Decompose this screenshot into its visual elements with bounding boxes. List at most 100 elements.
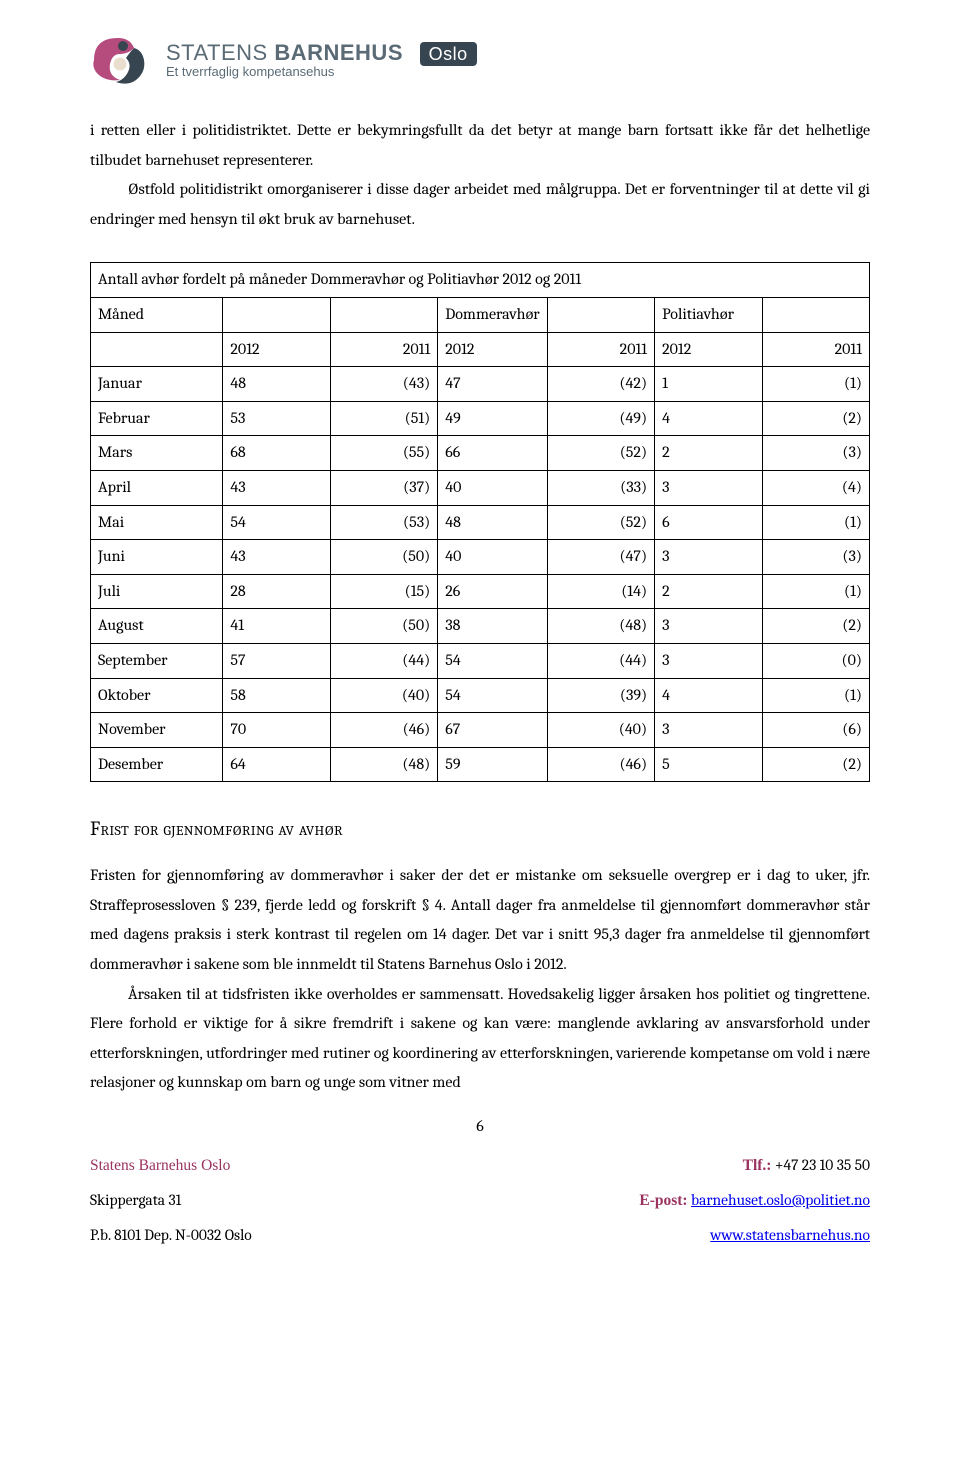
cell-month: April [91,470,223,505]
footer-tlf: +47 23 10 35 50 [771,1156,870,1174]
logo-mark [90,30,156,88]
table-row: Desember64(48)59(46)5(2) [91,747,870,782]
page-number: 6 [90,1112,870,1142]
cell-pol11: (0) [762,643,869,678]
cell-dom12: 67 [438,713,547,748]
footer-tlf-label: Tlf.: [743,1157,772,1174]
cell-tot12: 70 [223,713,330,748]
th-month: Måned [91,297,223,332]
cell-tot12: 53 [223,401,330,436]
th-dommeravhor: Dommeravhør [438,297,547,332]
paragraph-3: Fristen for gjennomføring av dommeravhør… [90,861,870,979]
cell-dom12: 54 [438,643,547,678]
cell-tot12: 48 [223,367,330,402]
cell-dom11: (47) [547,540,654,575]
cell-tot12: 54 [223,505,330,540]
cell-pol11: (3) [762,540,869,575]
th-2012-a: 2012 [223,332,330,367]
cell-month: Januar [91,367,223,402]
cell-dom12: 48 [438,505,547,540]
logo-text: STATENS BARNEHUS Oslo Et tverrfaglig kom… [166,40,477,79]
cell-dom11: (48) [547,609,654,644]
cell-dom12: 54 [438,678,547,713]
cell-dom12: 40 [438,470,547,505]
cell-tot12: 57 [223,643,330,678]
cell-month: Mai [91,505,223,540]
table-row: November70(46)67(40)3(6) [91,713,870,748]
table-header-row-1: Måned Dommeravhør Politiavhør [91,297,870,332]
cell-pol12: 3 [655,609,762,644]
table-row: April43(37)40(33)3(4) [91,470,870,505]
table-row: Februar53(51)49(49)4(2) [91,401,870,436]
logo-badge: Oslo [420,42,477,66]
table-caption-row: Antall avhør fordelt på måneder Dommerav… [91,263,870,298]
cell-tot12: 58 [223,678,330,713]
cell-pol12: 3 [655,713,762,748]
footer-addr1: Skippergata 31 [90,1183,181,1218]
cell-pol11: (1) [762,574,869,609]
cell-tot11: (44) [330,643,437,678]
footer-org: Statens Barnehus Oslo [90,1157,230,1174]
cell-pol12: 5 [655,747,762,782]
cell-tot12: 68 [223,436,330,471]
cell-dom11: (33) [547,470,654,505]
table-row: Juli28(15)26(14)2(1) [91,574,870,609]
th-2012-c: 2012 [655,332,762,367]
cell-pol12: 3 [655,643,762,678]
section-heading: Frist for gjennomføring av avhør [90,810,870,847]
logo-title-plain: STATENS [166,40,274,65]
th-2011-b: 2011 [547,332,654,367]
th-politiavhor: Politiavhør [655,297,762,332]
cell-pol11: (1) [762,678,869,713]
th-2011-c: 2011 [762,332,869,367]
cell-dom11: (44) [547,643,654,678]
document-page: STATENS BARNEHUS Oslo Et tverrfaglig kom… [0,0,960,1282]
cell-pol11: (1) [762,505,869,540]
cell-pol12: 2 [655,436,762,471]
paragraph-2: Østfold politidistrikt omorganiserer i d… [90,175,870,234]
cell-dom11: (52) [547,436,654,471]
cell-pol12: 1 [655,367,762,402]
cell-tot11: (51) [330,401,437,436]
cell-month: August [91,609,223,644]
table-row: Oktober58(40)54(39)4(1) [91,678,870,713]
cell-dom12: 26 [438,574,547,609]
cell-tot11: (46) [330,713,437,748]
cell-pol11: (6) [762,713,869,748]
logo-subtitle: Et tverrfaglig kompetansehus [166,64,477,79]
cell-tot11: (40) [330,678,437,713]
cell-tot11: (50) [330,609,437,644]
body-content: i retten eller i politidistriktet. Dette… [90,116,870,1252]
cell-month: Juli [91,574,223,609]
paragraph-1: i retten eller i politidistriktet. Dette… [90,116,870,175]
cell-month: Juni [91,540,223,575]
cell-pol11: (4) [762,470,869,505]
cell-tot11: (37) [330,470,437,505]
table-row: Juni43(50)40(47)3(3) [91,540,870,575]
table-row: Januar48(43)47(42)1(1) [91,367,870,402]
th-2012-b: 2012 [438,332,547,367]
table-caption: Antall avhør fordelt på måneder Dommerav… [91,263,870,298]
cell-tot12: 28 [223,574,330,609]
cell-pol11: (3) [762,436,869,471]
cell-dom11: (42) [547,367,654,402]
logo-title: STATENS BARNEHUS Oslo [166,40,477,66]
cell-tot11: (50) [330,540,437,575]
cell-month: Oktober [91,678,223,713]
th-2011-a: 2011 [330,332,437,367]
table-row: August41(50)38(48)3(2) [91,609,870,644]
cell-month: Februar [91,401,223,436]
cell-pol11: (2) [762,609,869,644]
footer-email-link[interactable]: barnehuset.oslo@politiet.no [691,1191,870,1209]
cell-pol12: 4 [655,678,762,713]
cell-pol12: 3 [655,470,762,505]
cell-dom11: (46) [547,747,654,782]
cell-dom12: 40 [438,540,547,575]
cell-month: Mars [91,436,223,471]
cell-dom11: (14) [547,574,654,609]
cell-dom11: (49) [547,401,654,436]
footer-web-link[interactable]: www.statensbarnehus.no [710,1226,870,1244]
cell-month: September [91,643,223,678]
cell-tot12: 43 [223,540,330,575]
cell-month: November [91,713,223,748]
